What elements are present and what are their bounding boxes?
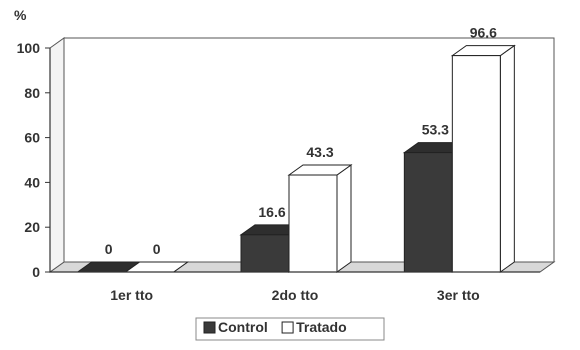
y-axis: 0 20 40 60 80 100% (14, 7, 51, 280)
bar-side (336, 164, 352, 273)
x-tick-label: 3er tto (437, 287, 480, 303)
legend-item-label: Tratado (296, 319, 347, 335)
x-axis: 1er tto 2do tto 3er tto (50, 271, 540, 303)
y-tick-label: 20 (24, 219, 40, 235)
bar (288, 174, 338, 273)
y-tick-label: 0 (32, 264, 40, 280)
legend-swatch (281, 321, 294, 334)
legend-swatch (203, 321, 216, 334)
legend: Control Tratado (195, 317, 385, 341)
y-tick-label: 80 (24, 85, 40, 101)
data-label: 16.6 (258, 204, 285, 220)
y-axis-label: % (14, 7, 27, 23)
data-label: 0 (105, 241, 113, 257)
y-tick-label: 40 (24, 174, 40, 190)
bars-group (76, 44, 516, 273)
bar (451, 55, 501, 273)
legend-item-label: Control (218, 319, 268, 335)
side-wall (49, 37, 65, 273)
x-tick-label: 2do tto (272, 287, 319, 303)
bar (240, 234, 290, 273)
data-labels-group: 0 0 16.6 43.3 53.3 96.6 (105, 25, 497, 257)
y-tick-label: 100 (17, 40, 41, 56)
data-label: 96.6 (470, 25, 497, 41)
x-tick-label: 1er tto (110, 287, 153, 303)
data-label: 53.3 (422, 122, 449, 138)
y-tick-label: 60 (24, 130, 40, 146)
data-label: 43.3 (306, 144, 333, 160)
data-label: 0 (153, 241, 161, 257)
bar (403, 152, 453, 273)
bar-side (499, 44, 515, 273)
